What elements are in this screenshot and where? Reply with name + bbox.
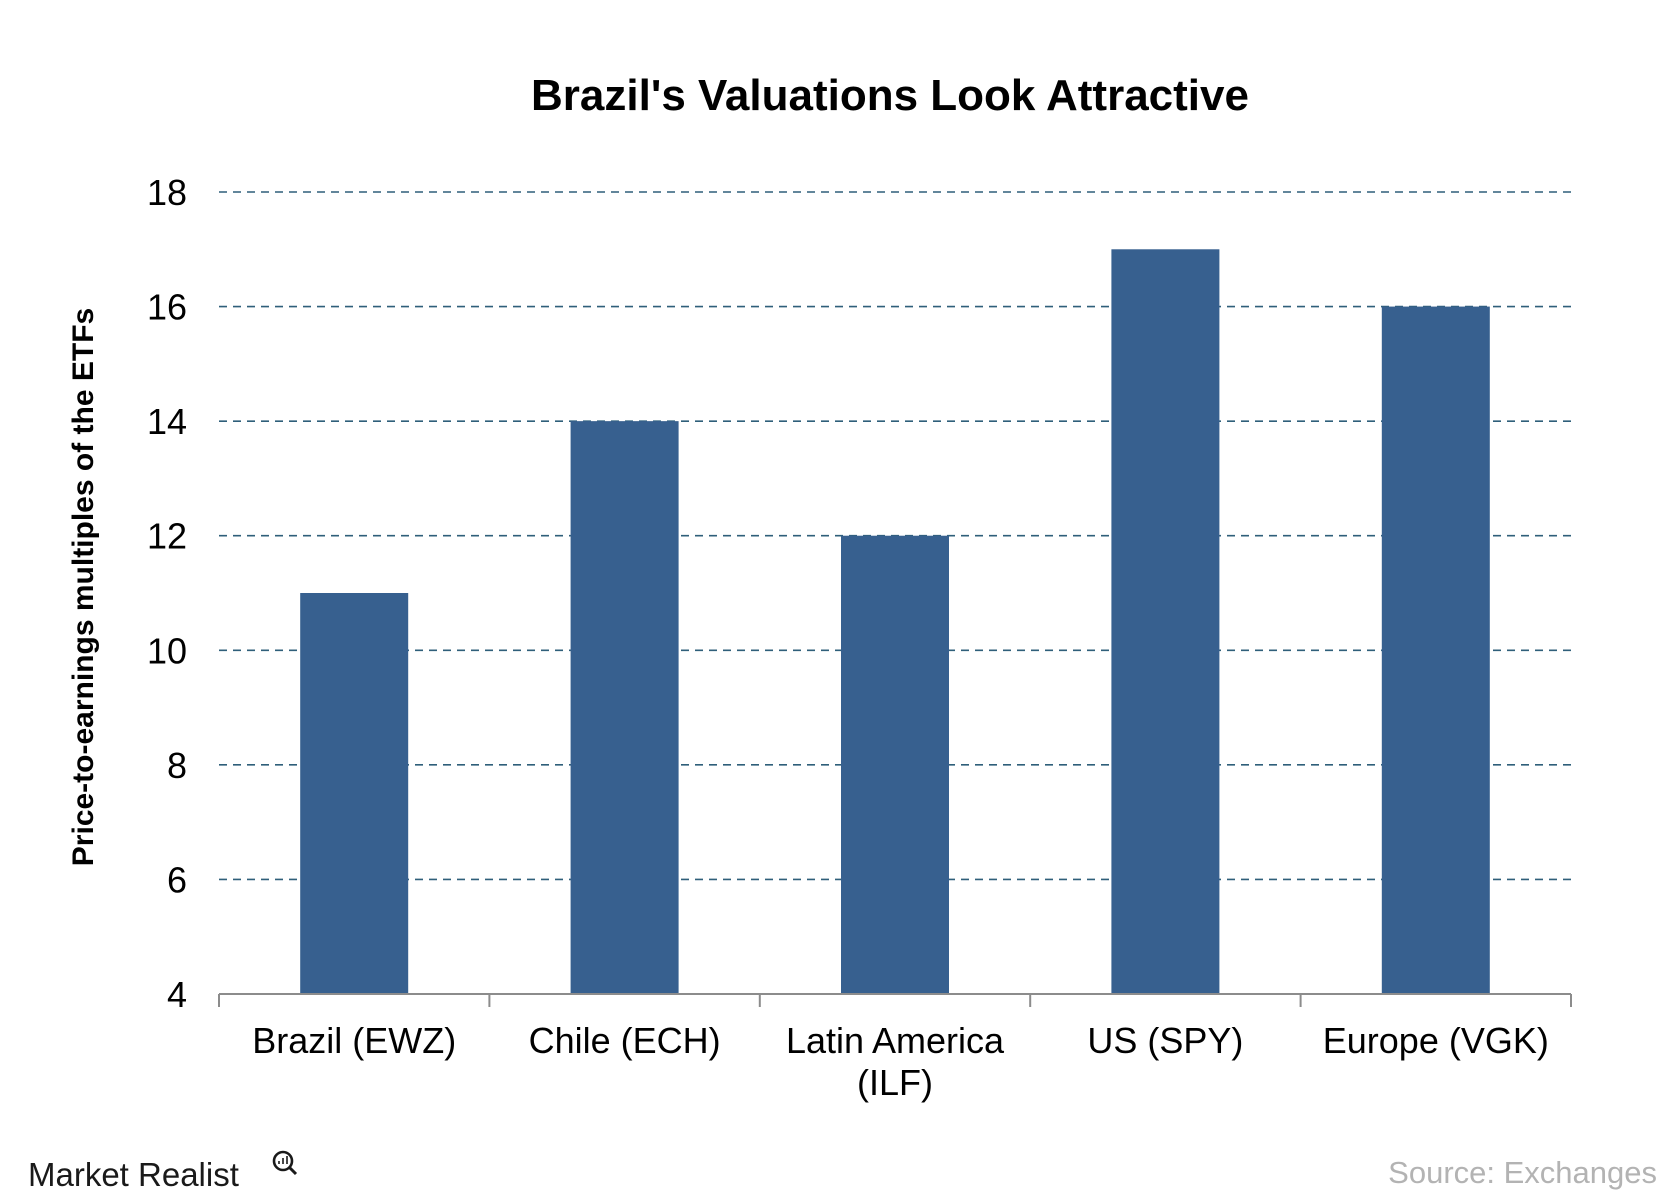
x-category-label: Europe (VGK) xyxy=(1323,1020,1549,1061)
brand-logo: Market Realist xyxy=(28,1150,298,1193)
bar xyxy=(841,535,949,994)
y-tick-label: 16 xyxy=(147,287,187,328)
x-category-label: US (SPY) xyxy=(1087,1020,1243,1061)
x-category-label: Brazil (EWZ) xyxy=(252,1020,456,1061)
y-tick-label: 12 xyxy=(147,516,187,557)
y-axis-label: Price-to-earnings multiples of the ETFs xyxy=(67,308,100,866)
x-category-label: (ILF) xyxy=(857,1062,933,1103)
x-category-labels: Brazil (EWZ) Chile (ECH) Latin America(ILF… xyxy=(252,1020,1549,1103)
bar xyxy=(1111,249,1220,995)
y-tick-label: 10 xyxy=(147,630,187,671)
bar xyxy=(300,593,409,994)
y-tick-label: 8 xyxy=(167,745,187,786)
x-category-label: Chile (ECH) xyxy=(529,1020,721,1061)
chart-title: Brazil's Valuations Look Attractive xyxy=(531,71,1249,120)
y-tick-labels: 4 6 8 10 12 14 16 18 xyxy=(147,172,187,1015)
y-tick-label: 4 xyxy=(167,974,187,1015)
magnifier-chart-icon xyxy=(272,1150,298,1176)
x-axis xyxy=(218,993,1572,1007)
brand-name: Market Realist xyxy=(28,1156,239,1193)
x-category-label: Latin America xyxy=(786,1020,1005,1061)
y-tick-label: 14 xyxy=(147,401,187,442)
bars xyxy=(300,249,1490,995)
y-tick-label: 6 xyxy=(167,859,187,900)
y-tick-label: 18 xyxy=(147,172,187,213)
bar xyxy=(1381,306,1490,995)
bar xyxy=(570,421,679,995)
source-note: Source: Exchanges xyxy=(1388,1155,1657,1190)
